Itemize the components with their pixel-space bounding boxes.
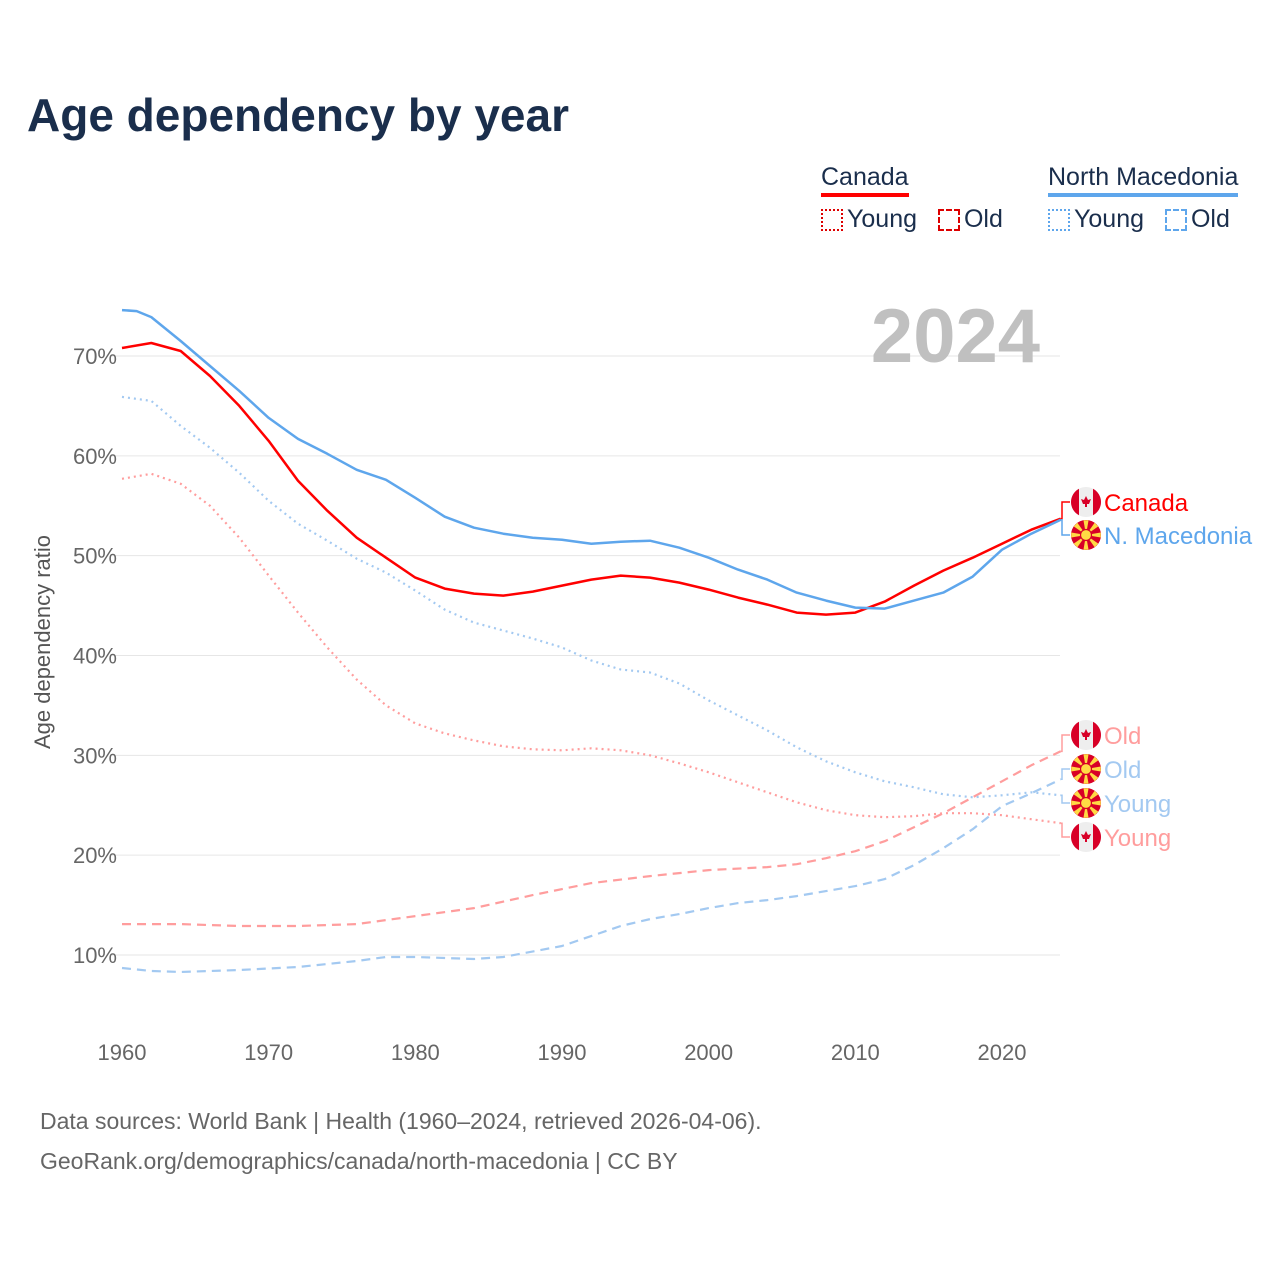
y-tick-label: 30% [73,743,117,768]
x-tick-label: 1980 [391,1040,440,1065]
legend-item-canada-old: Old [937,205,1003,234]
canada-flag-icon [1071,822,1101,852]
label-connector [1060,734,1070,753]
legend-label: Old [963,205,1003,233]
series-end-label: Old [1104,723,1141,750]
series-line-north-macedonia-old [121,778,1062,974]
footer-sources: Data sources: World Bank | Health (1960–… [40,1108,762,1134]
chart-title: Age dependency by year [27,89,569,141]
y-tick-label: 50% [73,544,117,569]
north-macedonia-flag-icon [1071,520,1101,550]
y-tick-label: 20% [73,843,117,868]
series-end-label: Old [1104,757,1141,784]
legend-title-north-macedonia: North Macedonia [1048,163,1239,197]
x-tick-label: 1970 [244,1040,293,1065]
canada-flag-icon [1071,720,1101,750]
year-watermark: 2024 [871,294,1040,379]
series-end-label: Young [1104,791,1171,818]
x-tick-label: 1990 [538,1040,587,1065]
legend-label: Young [847,205,917,233]
legend-group-north-macedonia: North Macedonia Young Old [1048,163,1244,238]
legend-item-canada-young: Young [821,205,917,234]
series-end-label: Young [1104,825,1171,852]
x-tick-label: 2020 [978,1040,1027,1065]
legend-swatch-dotted [821,208,843,231]
label-connector [1060,794,1070,804]
x-tick-label: 2010 [831,1040,880,1065]
legend-label: Old [1190,205,1230,233]
x-tick-label: 1960 [98,1040,147,1065]
series-line-north-macedonia [121,308,1062,610]
label-connector [1060,768,1070,781]
label-connector [1060,518,1070,536]
y-tick-label: 70% [73,344,117,369]
label-connector [1060,501,1070,520]
legend-title-canada: Canada [821,163,909,197]
y-tick-label: 40% [73,644,117,669]
series-line-north-macedonia-young [121,395,1061,799]
legend-item-nmk-old: Old [1164,205,1230,234]
legend-swatch-dashed [937,208,960,231]
series-line-canada-young [121,472,1061,825]
x-tick-label: 2000 [684,1040,733,1065]
canada-flag-icon [1071,487,1101,517]
series-end-label: N. Macedonia [1104,523,1253,550]
series-end-label: Canada [1104,490,1189,517]
label-connector [1060,822,1070,838]
north-macedonia-flag-icon [1071,788,1101,818]
legend-swatch-dotted [1048,208,1070,231]
north-macedonia-flag-icon [1071,754,1101,784]
y-axis-label: Age dependency ratio [30,535,55,749]
legend-swatch-dashed [1164,208,1187,231]
legend-group-canada: Canada Young Old [821,163,1017,238]
footer-link[interactable]: GeoRank.org/demographics/canada/north-ma… [40,1148,678,1174]
y-tick-label: 10% [73,943,117,968]
legend-label: Young [1074,205,1144,233]
series-line-canada-old [122,750,1062,928]
series-line-canada [121,341,1062,616]
legend-item-nmk-young: Young [1048,205,1144,234]
y-tick-label: 60% [73,444,117,469]
